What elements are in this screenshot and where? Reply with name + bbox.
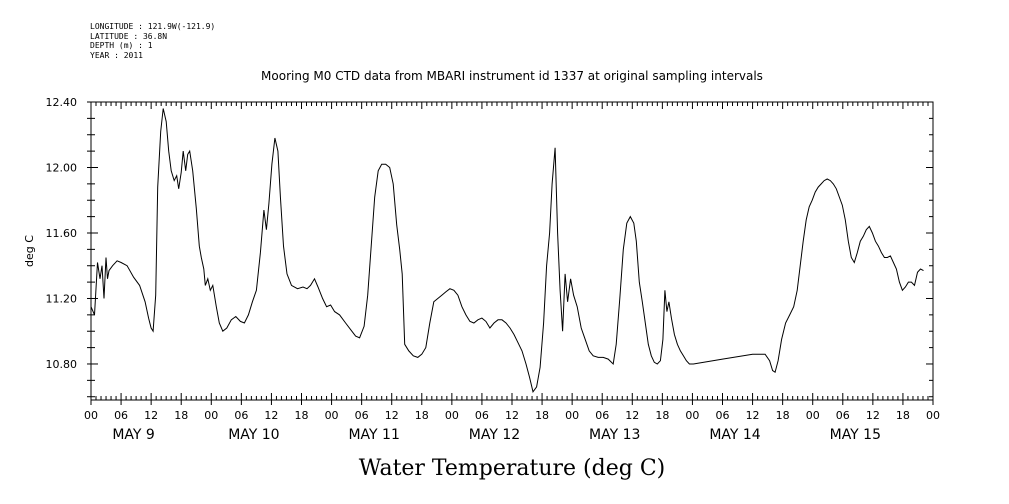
hour-tick-label: 12 xyxy=(264,409,278,422)
metadata-block: LONGITUDE : 121.9W(-121.9) LATITUDE : 36… xyxy=(90,22,215,60)
hour-tick-label: 12 xyxy=(746,409,760,422)
hour-tick-label: 06 xyxy=(716,409,730,422)
hour-tick-label: 00 xyxy=(926,409,940,422)
hour-tick-label: 12 xyxy=(144,409,158,422)
day-label: MAY 13 xyxy=(589,427,640,443)
day-label: MAY 11 xyxy=(348,427,399,443)
hour-tick-label: 18 xyxy=(655,409,669,422)
y-tick-label: 11.60 xyxy=(46,227,78,240)
depth-line: DEPTH (m) : 1 xyxy=(90,41,153,50)
y-tick-labels: 12.40 12.00 11.60 11.20 10.80 xyxy=(46,96,78,371)
hour-tick-label: 18 xyxy=(295,409,309,422)
x-axis-label: Water Temperature (deg C) xyxy=(359,456,666,481)
latitude-line: LATITUDE : 36.8N xyxy=(90,31,168,41)
y-tick-label: 12.40 xyxy=(46,96,78,109)
longitude-line: LONGITUDE : 121.9W(-121.9) xyxy=(90,22,216,31)
plot-frame xyxy=(90,101,934,401)
y-axis-label: deg C xyxy=(23,235,36,267)
hour-tick-label: 12 xyxy=(385,409,399,422)
hour-tick-label: 12 xyxy=(866,409,880,422)
hour-tick-label: 18 xyxy=(174,409,188,422)
hour-tick-label: 06 xyxy=(475,409,489,422)
day-label: MAY 14 xyxy=(709,427,760,443)
hour-tick-label: 06 xyxy=(114,409,128,422)
hour-tick-label: 18 xyxy=(896,409,910,422)
chart-title: Mooring M0 CTD data from MBARI instrumen… xyxy=(261,69,763,83)
y-tick-label: 12.00 xyxy=(46,161,78,174)
hour-tick-label: 00 xyxy=(685,409,699,422)
hour-tick-labels: 00 06 12 18 00 06 12 18 00 06 12 18 00 06 12 18 00 06 12 18… xyxy=(84,409,940,422)
day-label: MAY 10 xyxy=(228,427,279,443)
hour-tick-label: 00 xyxy=(806,409,820,422)
hour-tick-label: 12 xyxy=(625,409,639,422)
hour-tick-label: 00 xyxy=(565,409,579,422)
day-label: MAY 9 xyxy=(112,427,154,443)
hour-tick-label: 18 xyxy=(415,409,429,422)
hour-tick-label: 00 xyxy=(445,409,459,422)
y-tick-label: 10.80 xyxy=(46,358,78,371)
hour-tick-label: 12 xyxy=(505,409,519,422)
hour-tick-label: 00 xyxy=(325,409,339,422)
hour-tick-label: 06 xyxy=(595,409,609,422)
hour-tick-label: 00 xyxy=(204,409,218,422)
day-label: MAY 15 xyxy=(830,427,881,443)
hour-tick-label: 00 xyxy=(84,409,98,422)
hour-tick-label: 18 xyxy=(535,409,549,422)
hour-tick-label: 06 xyxy=(234,409,248,422)
hour-tick-label: 18 xyxy=(776,409,790,422)
day-labels: MAY 9 MAY 10 MAY 11 MAY 12 MAY 13 MAY 14 MAY 1… xyxy=(112,427,881,443)
axis-ticks xyxy=(87,101,934,405)
year-line: YEAR : 2011 xyxy=(90,50,143,60)
day-label: MAY 12 xyxy=(469,427,520,443)
hour-tick-label: 06 xyxy=(355,409,369,422)
y-tick-label: 11.20 xyxy=(46,292,78,305)
hour-tick-label: 06 xyxy=(836,409,850,422)
series-line xyxy=(90,108,924,393)
